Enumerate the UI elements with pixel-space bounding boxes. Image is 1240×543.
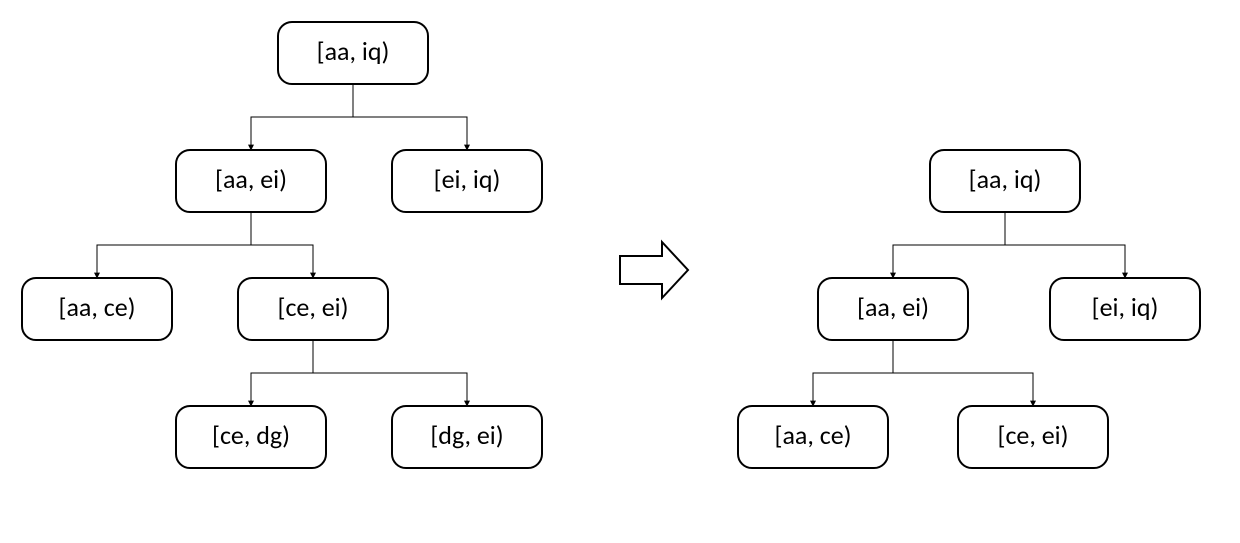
- tree-edge: [313, 340, 467, 406]
- right-tree-node: [ei, iq): [1050, 278, 1200, 340]
- tree-edge: [813, 340, 893, 406]
- left-tree-node: [aa, ei): [176, 150, 326, 212]
- tree-edge: [893, 340, 1033, 406]
- tree-edge: [251, 212, 313, 278]
- node-label: [aa, ce): [58, 291, 135, 323]
- node-label: [aa, iq): [317, 35, 390, 67]
- diagram-canvas: [aa, iq) [aa, ei) [ei, iq) [aa, ce) [ce, ei)…: [0, 0, 1240, 543]
- tree-edge: [353, 84, 467, 150]
- node-label: [ce, ei): [997, 419, 1068, 451]
- node-label: [aa, ei): [215, 163, 287, 195]
- node-label: [aa, iq): [969, 163, 1042, 195]
- node-label: [ce, dg): [212, 419, 290, 451]
- right-tree-node: [aa, ei): [818, 278, 968, 340]
- tree-edge: [251, 84, 353, 150]
- left-tree-node: [aa, ce): [22, 278, 172, 340]
- right-tree-node: [ce, ei): [958, 406, 1108, 468]
- left-tree-node: [ce, ei): [238, 278, 388, 340]
- tree-edge: [1005, 212, 1125, 278]
- right-tree-node: [aa, iq): [930, 150, 1080, 212]
- left-tree-node: [ce, dg): [176, 406, 326, 468]
- node-label: [dg, ei): [430, 419, 503, 451]
- node-label: [ce, ei): [277, 291, 348, 323]
- node-label: [ei, iq): [1092, 291, 1159, 323]
- node-label: [aa, ei): [857, 291, 929, 323]
- right-tree-node: [aa, ce): [738, 406, 888, 468]
- node-label: [ei, iq): [434, 163, 501, 195]
- tree-edge: [893, 212, 1005, 278]
- left-tree-node: [aa, iq): [278, 22, 428, 84]
- tree-edge: [97, 212, 251, 278]
- left-tree-node: [dg, ei): [392, 406, 542, 468]
- node-label: [aa, ce): [774, 419, 851, 451]
- transform-arrow-icon: [620, 242, 688, 298]
- left-tree-node: [ei, iq): [392, 150, 542, 212]
- tree-edge: [251, 340, 313, 406]
